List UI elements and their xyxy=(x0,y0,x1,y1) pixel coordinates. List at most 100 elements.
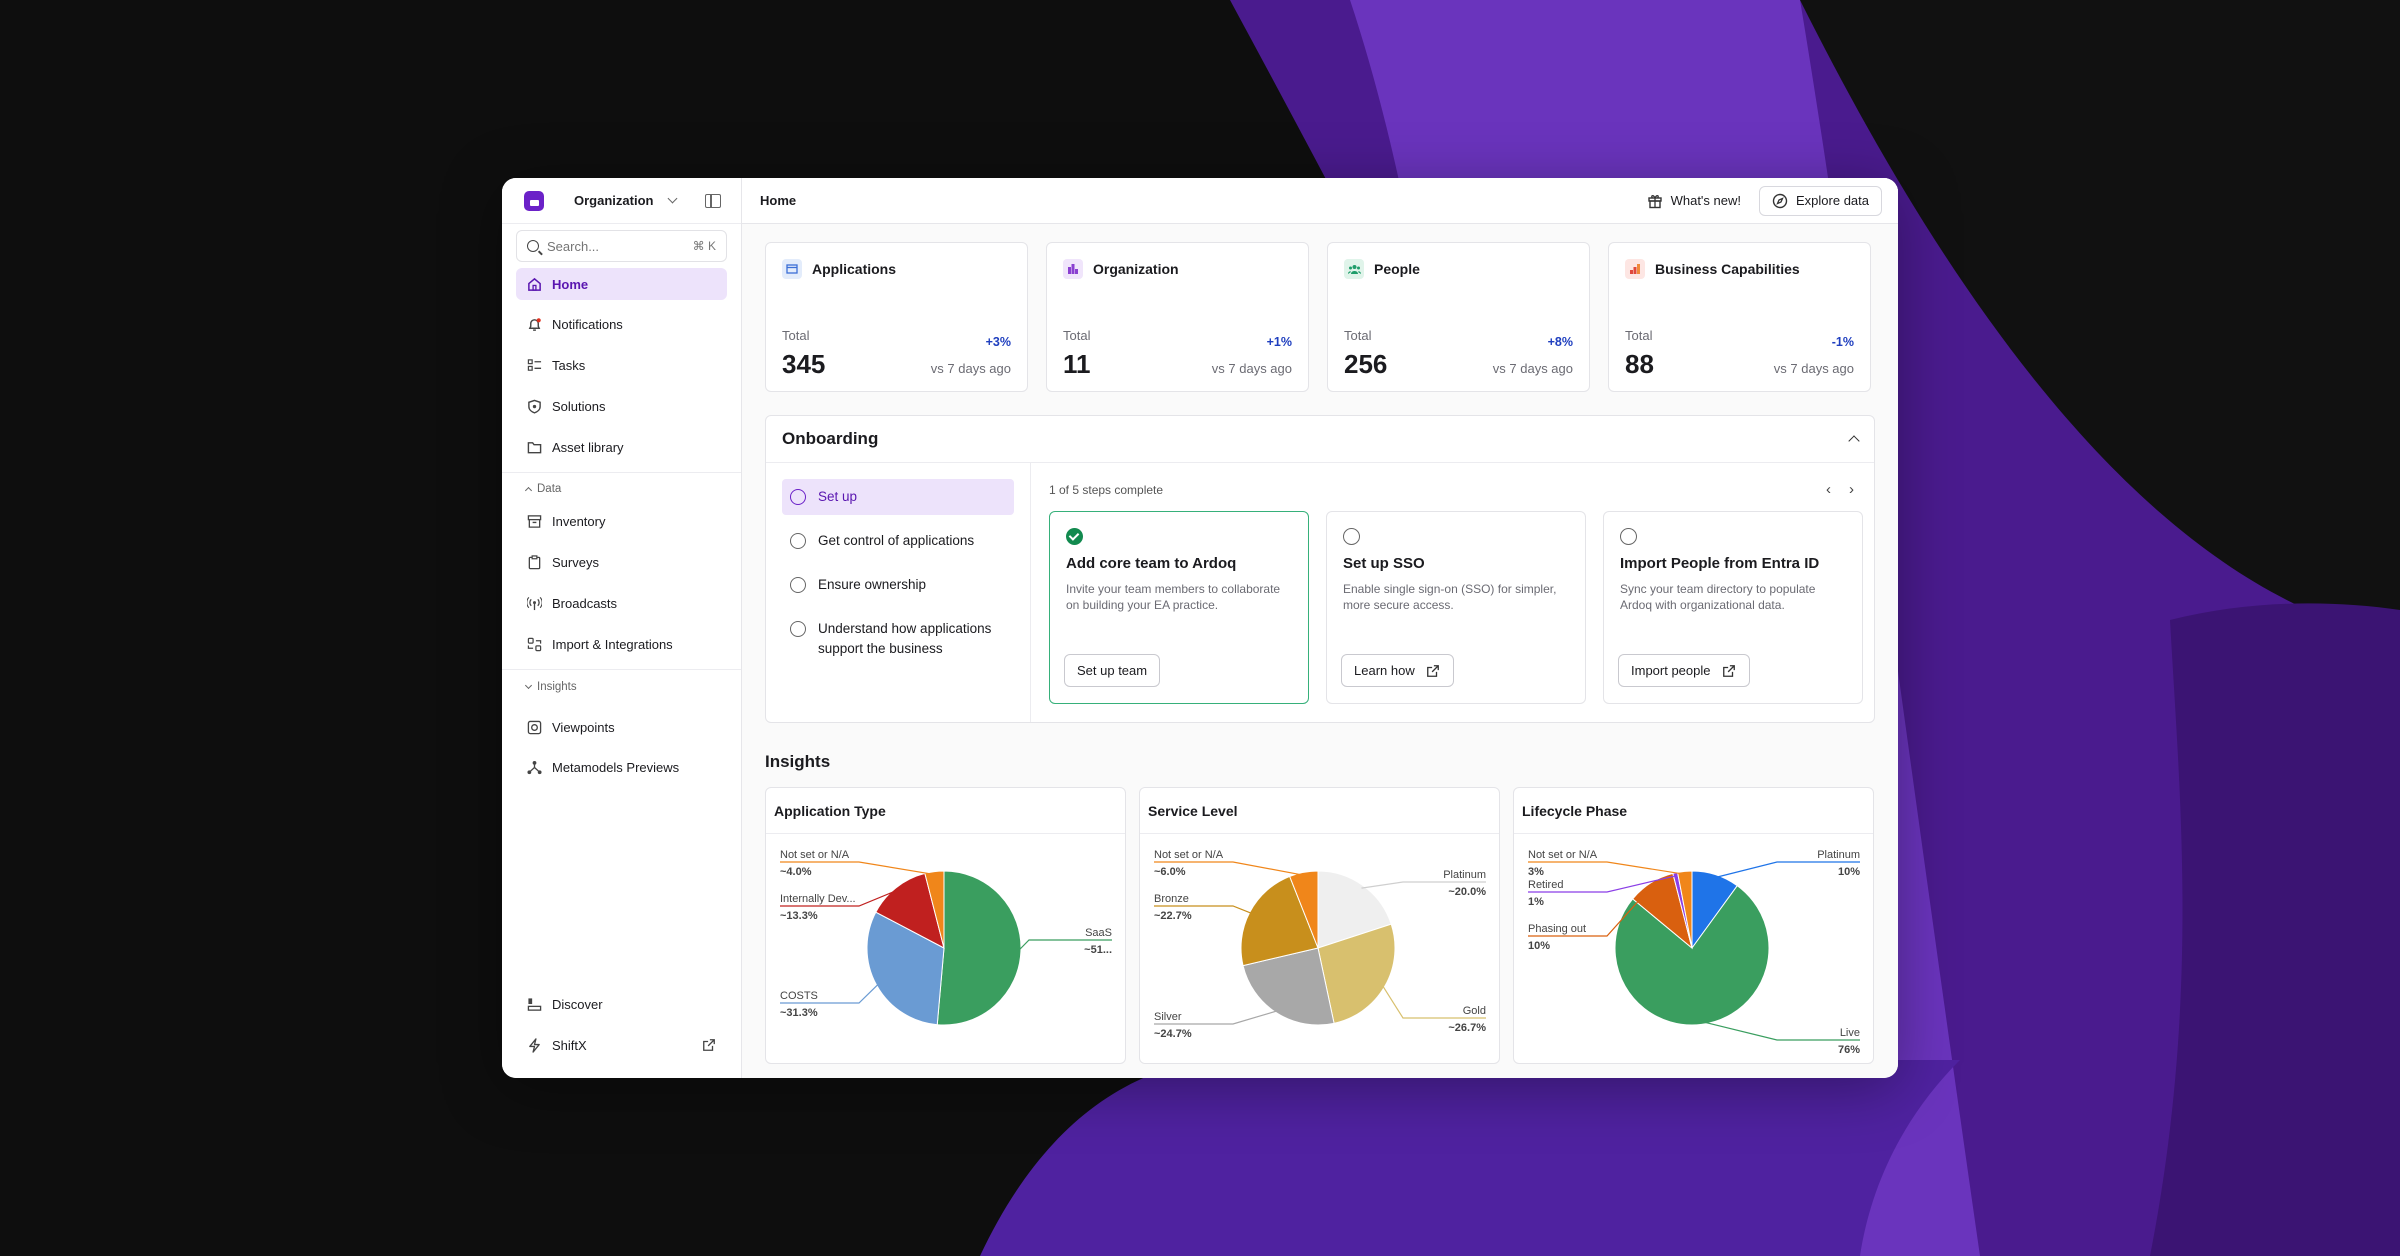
card-description: Invite your team members to collaborate … xyxy=(1066,582,1281,612)
chevron-up-icon xyxy=(524,487,533,495)
sidebar-item-label: Metamodels Previews xyxy=(552,760,680,776)
stat-value: 11 xyxy=(1063,349,1091,379)
search-box[interactable]: ⌘ K xyxy=(516,230,727,262)
pie-slice[interactable] xyxy=(1242,947,1335,1026)
chevron-left-icon[interactable]: ‹ xyxy=(1826,481,1831,498)
external-link-icon[interactable] xyxy=(701,1037,717,1053)
pie-slice-label: COSTS xyxy=(780,990,818,1002)
pie-slice[interactable] xyxy=(1676,870,1693,949)
insight-card-lifecycle-phase[interactable]: Lifecycle Phase Platinum 10% Live 76% Phasin… xyxy=(1513,787,1874,1064)
step-radio-icon xyxy=(1620,528,1637,545)
insight-card-application-type[interactable]: Application Type SaaS ~51... COSTS ~31.3% In… xyxy=(765,787,1126,1064)
sidebar-item-tasks[interactable]: Tasks xyxy=(516,350,727,382)
sidebar-item-asset-library[interactable]: Asset library xyxy=(516,431,727,463)
sidebar-item-surveys[interactable]: Surveys xyxy=(516,547,727,579)
step-ensure-ownership[interactable]: Ensure ownership xyxy=(782,567,1014,603)
step-understand-applications[interactable]: Understand how applications support the … xyxy=(782,611,1014,667)
search-input[interactable] xyxy=(547,238,685,254)
onboarding-card-core-team: Add core team to Ardoq Invite your team … xyxy=(1049,511,1309,704)
sidebar-item-label: ShiftX xyxy=(552,1037,587,1053)
stat-label: Total xyxy=(1063,328,1091,343)
step-label: Ensure ownership xyxy=(818,577,927,592)
pie-value-label: 76% xyxy=(1838,1044,1860,1056)
pie-slice[interactable] xyxy=(1317,923,1396,1024)
pie-slice-label: Internally Dev... xyxy=(780,893,856,905)
lifecycle-phase-pie-chart[interactable]: Platinum 10% Live 76% Phasing out 10% Retired 1… xyxy=(1514,834,1875,1065)
whats-new-button[interactable]: What's new! xyxy=(1647,193,1741,209)
clipboard-icon xyxy=(526,555,542,571)
sidebar-item-viewpoints[interactable]: Viewpoints xyxy=(516,711,727,743)
sidebar-item-notifications[interactable]: Notifications xyxy=(516,309,727,341)
step-get-control[interactable]: Get control of applications xyxy=(782,523,1014,559)
org-switcher-label[interactable]: Organization xyxy=(574,193,654,208)
app-logo[interactable] xyxy=(524,190,544,211)
stat-title: People xyxy=(1374,261,1420,277)
card-title: Set up SSO xyxy=(1343,555,1425,572)
sidebar-item-solutions[interactable]: Solutions xyxy=(516,390,727,422)
stat-title: Applications xyxy=(812,261,897,277)
chart-title: Application Type xyxy=(766,788,1125,834)
chevron-right-icon[interactable]: › xyxy=(1849,481,1854,498)
stat-card-organization[interactable]: Organization Total 11 +1% vs 7 days ago xyxy=(1046,242,1309,392)
pie-slice[interactable] xyxy=(1614,885,1770,1026)
onboarding-cards: 1 of 5 steps complete ‹ › Add core team … xyxy=(1046,463,1863,722)
pie-slice[interactable] xyxy=(1289,870,1319,949)
step-label: Get control of applications xyxy=(818,533,975,548)
insight-card-service-level[interactable]: Service Level Platinum ~20.0% Gold ~26.7% Si… xyxy=(1139,787,1500,1064)
pie-slice-label: Not set or N/A xyxy=(1154,849,1224,861)
collapse-chevron-icon[interactable] xyxy=(1848,435,1860,447)
pie-slice[interactable] xyxy=(866,911,945,1026)
sidebar-item-metamodels-previews[interactable]: Metamodels Previews xyxy=(516,752,727,784)
import-people-button[interactable]: Import people xyxy=(1618,654,1750,687)
sidebar-section-insights[interactable]: Insights xyxy=(502,669,741,703)
button-label: Learn how xyxy=(1354,663,1415,678)
chevron-down-icon[interactable] xyxy=(668,193,678,204)
explore-data-button[interactable]: Explore data xyxy=(1759,185,1882,216)
broadcast-icon xyxy=(526,596,542,612)
insights-heading: Insights xyxy=(765,752,831,771)
sidebar-section-data[interactable]: Data xyxy=(502,471,741,506)
application-type-pie-chart[interactable]: SaaS ~51... COSTS ~31.3% Internally Dev... ~1… xyxy=(766,834,1127,1065)
stat-change: -1% xyxy=(1831,335,1854,349)
metamodel-icon xyxy=(526,760,542,776)
compass-icon xyxy=(1772,193,1788,209)
collapse-sidebar-icon[interactable] xyxy=(705,193,721,208)
onboarding-title: Onboarding xyxy=(782,429,879,448)
sidebar-item-broadcasts[interactable]: Broadcasts xyxy=(516,588,727,620)
stat-card-people[interactable]: People Total 256 +8% vs 7 days ago xyxy=(1327,242,1590,392)
section-label: Data xyxy=(537,483,562,496)
pie-slice-label: Platinum xyxy=(1443,869,1486,881)
sidebar-header: Organization xyxy=(502,178,741,224)
pie-value-label: 3% xyxy=(1528,866,1544,878)
stat-compare: vs 7 days ago xyxy=(930,361,1011,376)
external-link-icon xyxy=(1721,663,1737,679)
pie-slice[interactable] xyxy=(1317,870,1392,949)
tasks-icon xyxy=(526,358,542,374)
pie-slice[interactable] xyxy=(936,870,1022,1026)
onboarding-card-import-people: Import People from Entra ID Sync your te… xyxy=(1603,511,1863,704)
step-radio-icon xyxy=(790,621,806,637)
pie-value-label: 1% xyxy=(1528,896,1544,908)
app-window: Organization ⌘ K Home Notifications Task… xyxy=(502,178,1898,1078)
sidebar-item-label: Import & Integrations xyxy=(552,636,673,652)
sidebar-item-inventory[interactable]: Inventory xyxy=(516,506,727,538)
pie-value-label: ~24.7% xyxy=(1154,1028,1192,1040)
sidebar-item-discover[interactable]: Discover xyxy=(516,988,727,1020)
pie-value-label: ~20.0% xyxy=(1448,886,1486,898)
service-level-pie-chart[interactable]: Platinum ~20.0% Gold ~26.7% Silver ~24.7% Bron… xyxy=(1140,834,1501,1065)
pie-leader-line xyxy=(1528,861,1686,875)
stat-card-applications[interactable]: Applications Total 345 +3% vs 7 days ago xyxy=(765,242,1028,392)
step-set-up[interactable]: Set up xyxy=(782,479,1014,515)
sidebar-item-import-integrations[interactable]: Import & Integrations xyxy=(516,628,727,660)
stat-card-business-capabilities[interactable]: Business Capabilities Total 88 -1% vs 7 … xyxy=(1608,242,1871,392)
sidebar-item-home[interactable]: Home xyxy=(516,268,727,300)
set-up-team-button[interactable]: Set up team xyxy=(1064,654,1161,687)
search-shortcut: ⌘ K xyxy=(692,239,716,253)
learn-how-button[interactable]: Learn how xyxy=(1341,654,1454,687)
sidebar-item-label: Tasks xyxy=(552,358,586,374)
step-radio-icon xyxy=(790,489,806,505)
sidebar-item-label: Home xyxy=(552,276,589,292)
step-radio-icon xyxy=(1343,528,1360,545)
page-title: Home xyxy=(760,193,797,208)
sidebar-item-shiftx[interactable]: ShiftX xyxy=(516,1029,727,1061)
